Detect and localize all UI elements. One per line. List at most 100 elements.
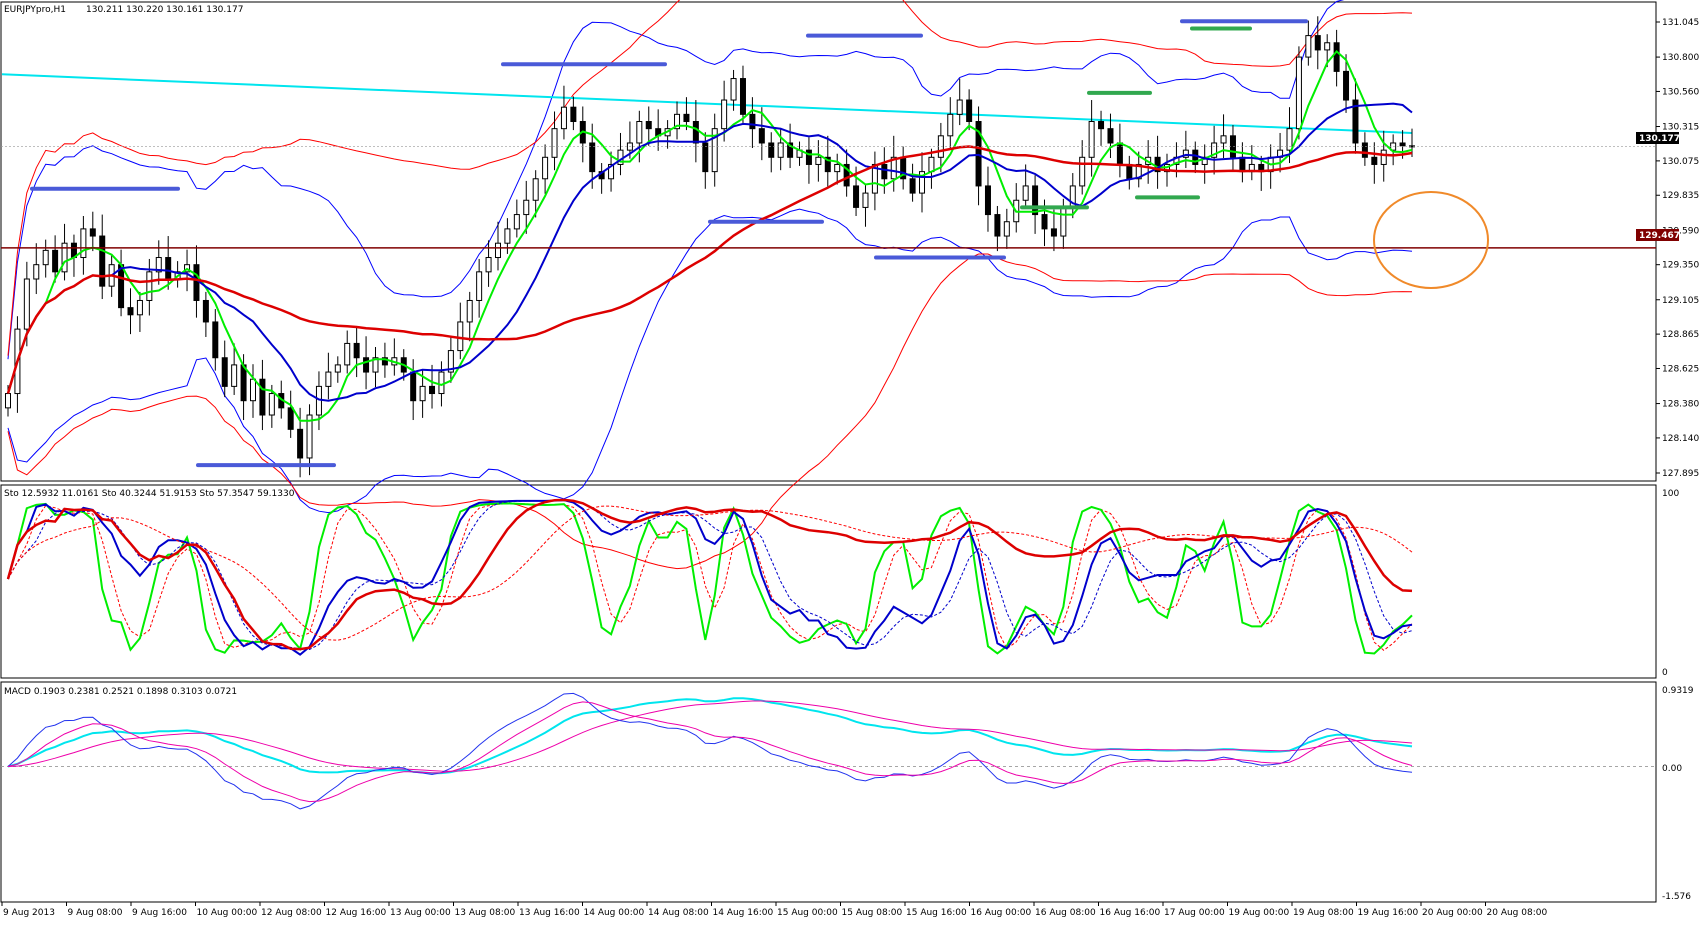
candle-body bbox=[692, 121, 699, 144]
hline-price-label: 129.467 bbox=[1639, 231, 1680, 241]
candle-body bbox=[99, 235, 106, 287]
candle-body bbox=[155, 257, 162, 273]
x-tick-label: 20 Aug 08:00 bbox=[1487, 908, 1548, 918]
candle-body bbox=[1088, 121, 1095, 158]
candle-body bbox=[1079, 156, 1086, 187]
x-tick-label: 9 Aug 08:00 bbox=[68, 908, 123, 918]
candle-body bbox=[231, 364, 238, 387]
candle-body bbox=[768, 142, 775, 158]
candle-body bbox=[570, 106, 577, 123]
x-tick-label: 13 Aug 00:00 bbox=[390, 908, 451, 918]
bb-outer-lower bbox=[7, 253, 1413, 570]
candle-body bbox=[42, 249, 49, 266]
price-y-label: 127.895 bbox=[1662, 469, 1699, 479]
candle-body bbox=[381, 357, 388, 366]
candle-body bbox=[1361, 142, 1368, 158]
sto-y-top: 100 bbox=[1662, 489, 1679, 499]
macd-slow-signal bbox=[7, 700, 1413, 772]
x-tick-label: 13 Aug 16:00 bbox=[519, 908, 580, 918]
candle-body bbox=[429, 385, 436, 395]
candle-body bbox=[1135, 163, 1142, 180]
candle-body bbox=[212, 321, 219, 359]
price-panel[interactable] bbox=[0, 1, 1657, 482]
candle-body bbox=[466, 299, 473, 323]
candle-body bbox=[749, 113, 756, 130]
candle-body bbox=[702, 142, 709, 173]
x-tick-label: 9 Aug 16:00 bbox=[132, 908, 187, 918]
candle-body bbox=[476, 271, 483, 301]
candle-body bbox=[372, 357, 379, 373]
price-y-label: 130.075 bbox=[1662, 157, 1699, 167]
candle-body bbox=[636, 121, 643, 144]
candle-body bbox=[5, 393, 11, 409]
price-y-axis: 131.045 130.800 130.560 130.315 130.075 129.8… bbox=[1656, 18, 1699, 479]
stochastic-header: Sto 12.5932 11.0161 Sto 40.3244 51.9153 … bbox=[4, 489, 295, 499]
candle-body bbox=[193, 264, 200, 301]
macd-y-zero: 0.00 bbox=[1662, 764, 1682, 774]
candle-body bbox=[494, 242, 501, 259]
candle-body bbox=[1003, 221, 1010, 237]
trend-line bbox=[1, 73, 1413, 134]
candle-body bbox=[1032, 185, 1039, 216]
stochastic-panel[interactable] bbox=[0, 484, 1657, 679]
chart-title: EURJPYpro,H1 bbox=[4, 5, 66, 15]
macd-fast-signal bbox=[7, 701, 1413, 803]
candle-body bbox=[721, 99, 728, 130]
candle-body bbox=[1220, 135, 1227, 144]
price-y-label: 128.140 bbox=[1662, 434, 1699, 444]
candle-body bbox=[1239, 156, 1246, 173]
ma-fast-line bbox=[7, 49, 1413, 422]
candle-body bbox=[344, 342, 351, 366]
candle-body bbox=[1201, 156, 1208, 165]
x-tick-label: 17 Aug 00:00 bbox=[1164, 908, 1225, 918]
bb-inner-lower bbox=[7, 208, 1413, 514]
ohlc-readout: 130.211 130.220 130.161 130.177 bbox=[86, 5, 243, 15]
candle-body bbox=[1305, 35, 1312, 58]
x-tick-label: 20 Aug 00:00 bbox=[1422, 908, 1483, 918]
x-tick-label: 15 Aug 00:00 bbox=[777, 908, 838, 918]
candle-body bbox=[438, 371, 445, 395]
macd-panel[interactable] bbox=[0, 681, 1657, 903]
candle-body bbox=[146, 271, 153, 301]
ma-slow-line bbox=[6, 145, 1413, 394]
candle-body bbox=[52, 249, 59, 273]
candle-body bbox=[80, 228, 87, 259]
candle-body bbox=[523, 199, 530, 216]
x-tick-label: 10 Aug 00:00 bbox=[197, 908, 258, 918]
price-y-label: 129.590 bbox=[1662, 226, 1699, 236]
candle-body bbox=[1107, 128, 1114, 144]
hline-price-badge bbox=[1636, 229, 1679, 241]
candle-body bbox=[834, 163, 841, 173]
candle-body bbox=[1333, 42, 1340, 72]
candle-body bbox=[306, 414, 313, 459]
candle-body bbox=[1371, 156, 1378, 165]
candle-body bbox=[457, 321, 464, 352]
x-tick-label: 12 Aug 16:00 bbox=[326, 908, 387, 918]
candle-body bbox=[165, 257, 172, 280]
candle-body bbox=[419, 385, 426, 402]
candle-body bbox=[683, 113, 690, 123]
candle-body bbox=[805, 149, 812, 165]
candle-body bbox=[542, 156, 549, 180]
x-tick-label: 14 Aug 16:00 bbox=[713, 908, 774, 918]
macd-lines bbox=[1, 692, 1656, 810]
candle-body bbox=[325, 371, 332, 387]
candle-body bbox=[1211, 142, 1218, 158]
price-y-label: 128.865 bbox=[1662, 330, 1699, 340]
candle-body bbox=[1343, 70, 1350, 101]
ma-mid-line bbox=[7, 102, 1413, 402]
candle-body bbox=[1314, 35, 1321, 51]
current-price-label: 130.177 bbox=[1639, 134, 1680, 144]
candle-body bbox=[447, 350, 454, 373]
sto-slow-line bbox=[6, 498, 1413, 651]
x-tick-label: 16 Aug 00:00 bbox=[971, 908, 1032, 918]
candle-body bbox=[994, 214, 1001, 237]
candle-body bbox=[758, 128, 765, 144]
candle-body bbox=[1295, 56, 1302, 130]
candle-body bbox=[739, 78, 746, 115]
candle-body bbox=[862, 192, 869, 208]
candle-body bbox=[249, 378, 256, 402]
x-tick-label: 14 Aug 08:00 bbox=[648, 908, 709, 918]
candle-body bbox=[608, 163, 615, 180]
